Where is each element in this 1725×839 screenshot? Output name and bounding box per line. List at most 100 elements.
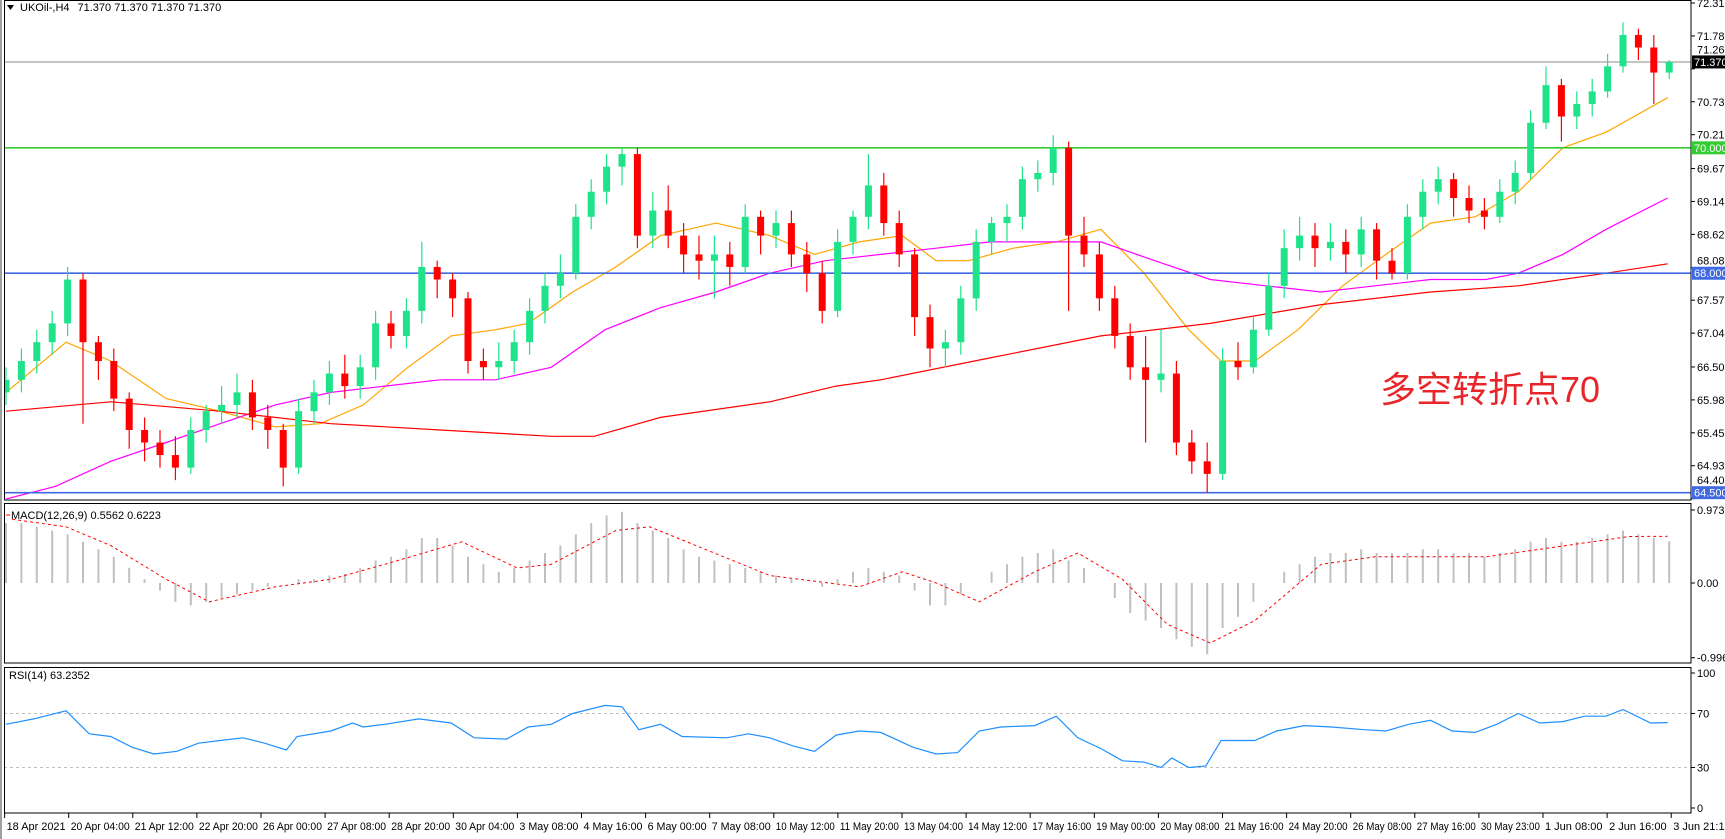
candle-body [1142,367,1150,380]
triangle-down-icon[interactable] [7,5,14,10]
candle-body [1188,442,1196,462]
candle [156,429,164,468]
candle-body [479,361,487,368]
candle-body [988,223,996,242]
candle [1419,179,1427,230]
price-tick-label: 66.505 [1697,362,1725,374]
candle-body [864,185,872,217]
symbol-title: UKOil-,H4 [20,2,70,14]
price-level-label: 68.000 [1694,268,1725,280]
candle-body [356,367,364,387]
candle-body [233,392,241,405]
candle-body [418,266,426,311]
candle-body [372,323,380,368]
candle [972,229,980,311]
candle [526,298,534,355]
candle-body [1095,254,1103,299]
price-tick-label: 69.670 [1697,164,1725,176]
candle-body [1080,235,1088,255]
candle [48,310,56,355]
candle [1095,241,1103,311]
candle-body [741,216,749,267]
candle [1018,166,1026,230]
candle [649,191,657,249]
candle [911,248,919,336]
candle-body [1419,191,1427,217]
price-tick-label: 71.785 [1697,31,1725,43]
candle-body [310,392,318,412]
candle [1326,223,1334,261]
price-tick-label: 65.455 [1697,428,1725,440]
price-tick-label: 68.085 [1697,256,1725,268]
candle [295,398,303,474]
macd-panel[interactable] [5,511,1671,655]
time-tick-label: 10 May 12:00 [776,821,835,833]
candle-body [495,361,503,368]
time-tick-label: 19 May 00:00 [1096,821,1155,833]
candle [957,285,965,355]
price-tick-label: 70.735 [1697,97,1725,109]
candle [387,310,395,349]
candle-body [1388,260,1396,274]
candle-body [433,266,441,280]
price-panel[interactable] [3,22,1692,499]
candle-body [1434,179,1442,192]
candle-body [1018,179,1026,217]
candle-body [341,373,349,387]
candle [541,273,549,324]
candle-body [972,241,980,299]
price-tick-label: 68.620 [1697,229,1725,241]
candle-body [325,373,333,393]
candle [218,386,226,424]
candle-body [1557,85,1565,117]
candle [787,210,795,267]
rsi-tick-label: 70 [1697,709,1709,721]
candle [1588,78,1596,117]
candle [325,361,333,405]
macd-tick-label: 0.00 [1697,578,1718,590]
candle-body [526,310,534,343]
time-tick-label: 20 May 08:00 [1160,821,1219,833]
time-tick-label: 3 May 08:00 [519,821,578,833]
macd-panel-frame [4,503,1692,664]
candle [310,379,318,424]
candle [202,404,210,443]
macd-signal-line [12,518,1668,644]
candle [1619,22,1627,73]
candle [402,298,410,349]
candle [125,392,133,449]
candle-body [541,285,549,311]
candle [449,273,457,318]
candle [4,367,10,405]
candle [1311,223,1319,267]
candle [1357,216,1365,267]
candle [895,210,903,267]
annotation-text: 多空转折点70 [1380,369,1600,410]
candle [1527,110,1535,180]
candle-body [772,223,780,236]
candle-body [94,342,102,362]
candle [1573,91,1581,130]
time-tick-label: 30 May 23:00 [1481,821,1540,833]
candle [618,147,626,186]
candle-body [156,442,164,456]
candle [171,436,179,481]
candle-body [726,254,734,267]
price-tick-label: 67.045 [1697,328,1725,340]
candle [633,147,641,249]
candle-body [1326,241,1334,249]
time-tick-label: 3 Jun 21:15 [1673,821,1725,833]
candle [603,154,611,205]
time-tick-label: 14 May 12:00 [968,821,1027,833]
candle-body [1342,241,1350,255]
candle-body [849,216,857,242]
candle-body [79,279,87,343]
rsi-panel[interactable] [4,704,1691,769]
candle-body [4,379,10,393]
candle [233,373,241,418]
candle [556,254,564,299]
rsi-line [5,704,1668,769]
candle-body [1003,216,1011,224]
